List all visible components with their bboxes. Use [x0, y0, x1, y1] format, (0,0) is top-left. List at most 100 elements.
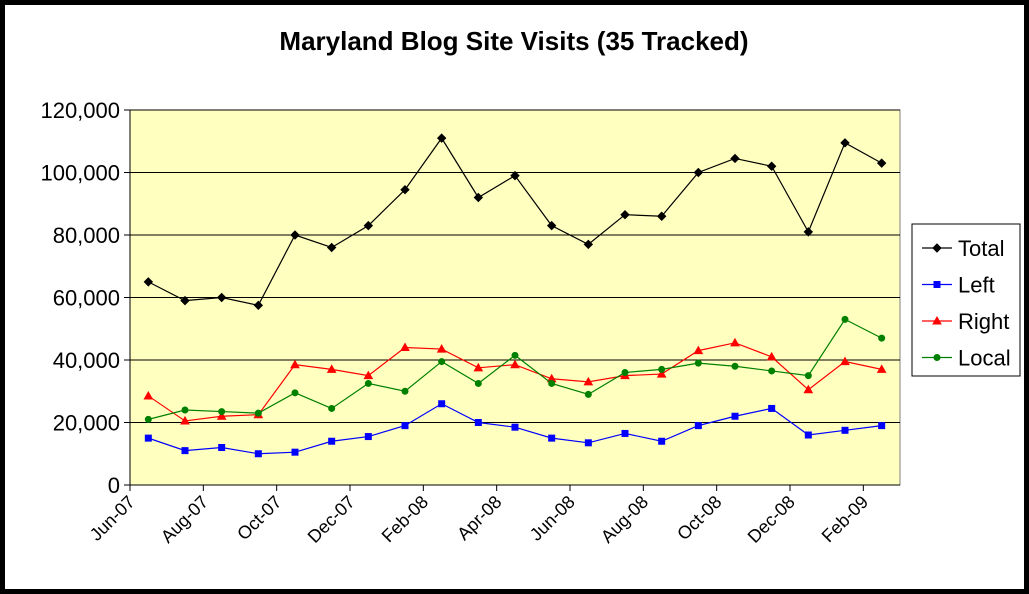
left-point: [401, 422, 409, 430]
left-point: [768, 404, 776, 412]
right-point: [216, 411, 227, 420]
local-point: [254, 409, 262, 417]
left-point: [511, 423, 519, 431]
total-point: [840, 138, 850, 148]
left-point: [218, 444, 226, 451]
left-point: [584, 439, 592, 447]
y-tick-label: 20,000: [53, 411, 120, 436]
left-point: [841, 426, 849, 434]
total-point: [216, 292, 227, 303]
local-point: [804, 372, 812, 380]
left-point: [144, 434, 152, 442]
x-tick-label: Feb-08: [378, 492, 432, 546]
local-point: [658, 365, 666, 373]
series-total: [143, 133, 887, 311]
total-point: [180, 295, 190, 306]
left-point: [804, 431, 812, 439]
left-point: [438, 400, 446, 408]
left-point: [181, 447, 189, 455]
total-point: [803, 227, 814, 237]
left-point: [328, 437, 336, 445]
total-point: [143, 277, 154, 287]
total-point: [253, 300, 264, 311]
legend-label-left: Left: [958, 273, 995, 298]
legend-box: [911, 223, 1021, 377]
total-point: [730, 153, 740, 164]
left-point: [694, 422, 702, 430]
total-point: [436, 133, 447, 143]
left-point: [291, 448, 299, 456]
total-point: [876, 158, 887, 168]
total-point: [326, 242, 337, 253]
x-tick-label: Apr-08: [453, 492, 505, 544]
left-point: [658, 437, 666, 445]
local-point: [218, 408, 226, 416]
x-tick-label: Aug-07: [157, 492, 212, 547]
series-layer: [143, 133, 887, 458]
legend-item-right: Right: [922, 309, 1009, 334]
legend-right-point: [932, 315, 942, 325]
right-point: [656, 369, 667, 378]
legend-item-local: Local: [922, 346, 1011, 371]
right-point: [583, 376, 594, 386]
right-point: [436, 344, 447, 353]
right-point: [730, 337, 740, 347]
local-point: [548, 379, 556, 387]
y-tick-label: 80,000: [53, 223, 120, 248]
right-point: [473, 362, 484, 372]
x-tick-label: Dec-07: [304, 492, 359, 547]
series-left: [144, 400, 886, 458]
local-point: [401, 387, 409, 395]
line-chart: Maryland Blog Site Visits (35 Tracked) 0…: [40, 26, 1021, 547]
series-local: [144, 315, 886, 423]
y-tick-label: 0: [108, 473, 120, 498]
right-point: [876, 364, 887, 373]
x-axis: Jun-07 Aug-07 Oct-07 Dec-07 Feb-08 Apr-08 Jun-…: [86, 484, 900, 547]
total-point: [693, 167, 704, 178]
local-point: [584, 390, 592, 398]
x-tick-label: Aug-08: [597, 492, 652, 547]
local-point: [181, 406, 189, 414]
right-point: [290, 359, 300, 369]
right-point: [766, 351, 777, 361]
x-tick-label: Jun-08: [526, 492, 579, 545]
left-point: [731, 412, 739, 420]
total-point: [290, 230, 300, 240]
local-point: [438, 358, 446, 366]
total-point: [363, 220, 374, 231]
y-tick-label: 120,000: [40, 98, 120, 123]
left-point: [474, 419, 482, 426]
total-point: [656, 211, 667, 221]
right-point: [840, 356, 850, 366]
legend-label-right: Right: [958, 309, 1009, 334]
legend-left-point: [933, 281, 941, 288]
chart-canvas: Maryland Blog Site Visits (35 Tracked) 0…: [5, 5, 1024, 589]
right-point: [363, 370, 374, 380]
local-point: [511, 351, 519, 359]
local-point: [328, 404, 336, 412]
right-point: [803, 384, 814, 394]
left-point: [364, 433, 372, 441]
local-point: [731, 362, 739, 370]
x-tick-label: Oct-07: [233, 492, 285, 544]
total-point: [510, 170, 520, 181]
left-point: [878, 422, 886, 430]
total-point: [583, 239, 594, 250]
chart-title: Maryland Blog Site Visits (35 Tracked): [279, 26, 748, 56]
left-point: [621, 429, 629, 437]
local-point: [621, 369, 629, 376]
local-point: [878, 334, 886, 342]
legend-label-total: Total: [958, 236, 1004, 261]
local-point: [768, 367, 776, 375]
x-tick-label: Oct-08: [673, 492, 725, 544]
legend-item-total: Total: [922, 236, 1004, 261]
local-point: [694, 359, 702, 367]
right-point: [180, 415, 190, 425]
total-point: [620, 209, 630, 220]
legend-label-local: Local: [958, 346, 1011, 371]
local-point: [144, 415, 152, 423]
right-point: [326, 364, 337, 373]
x-tick-label: Jun-07: [86, 492, 139, 545]
right-point: [143, 390, 154, 400]
